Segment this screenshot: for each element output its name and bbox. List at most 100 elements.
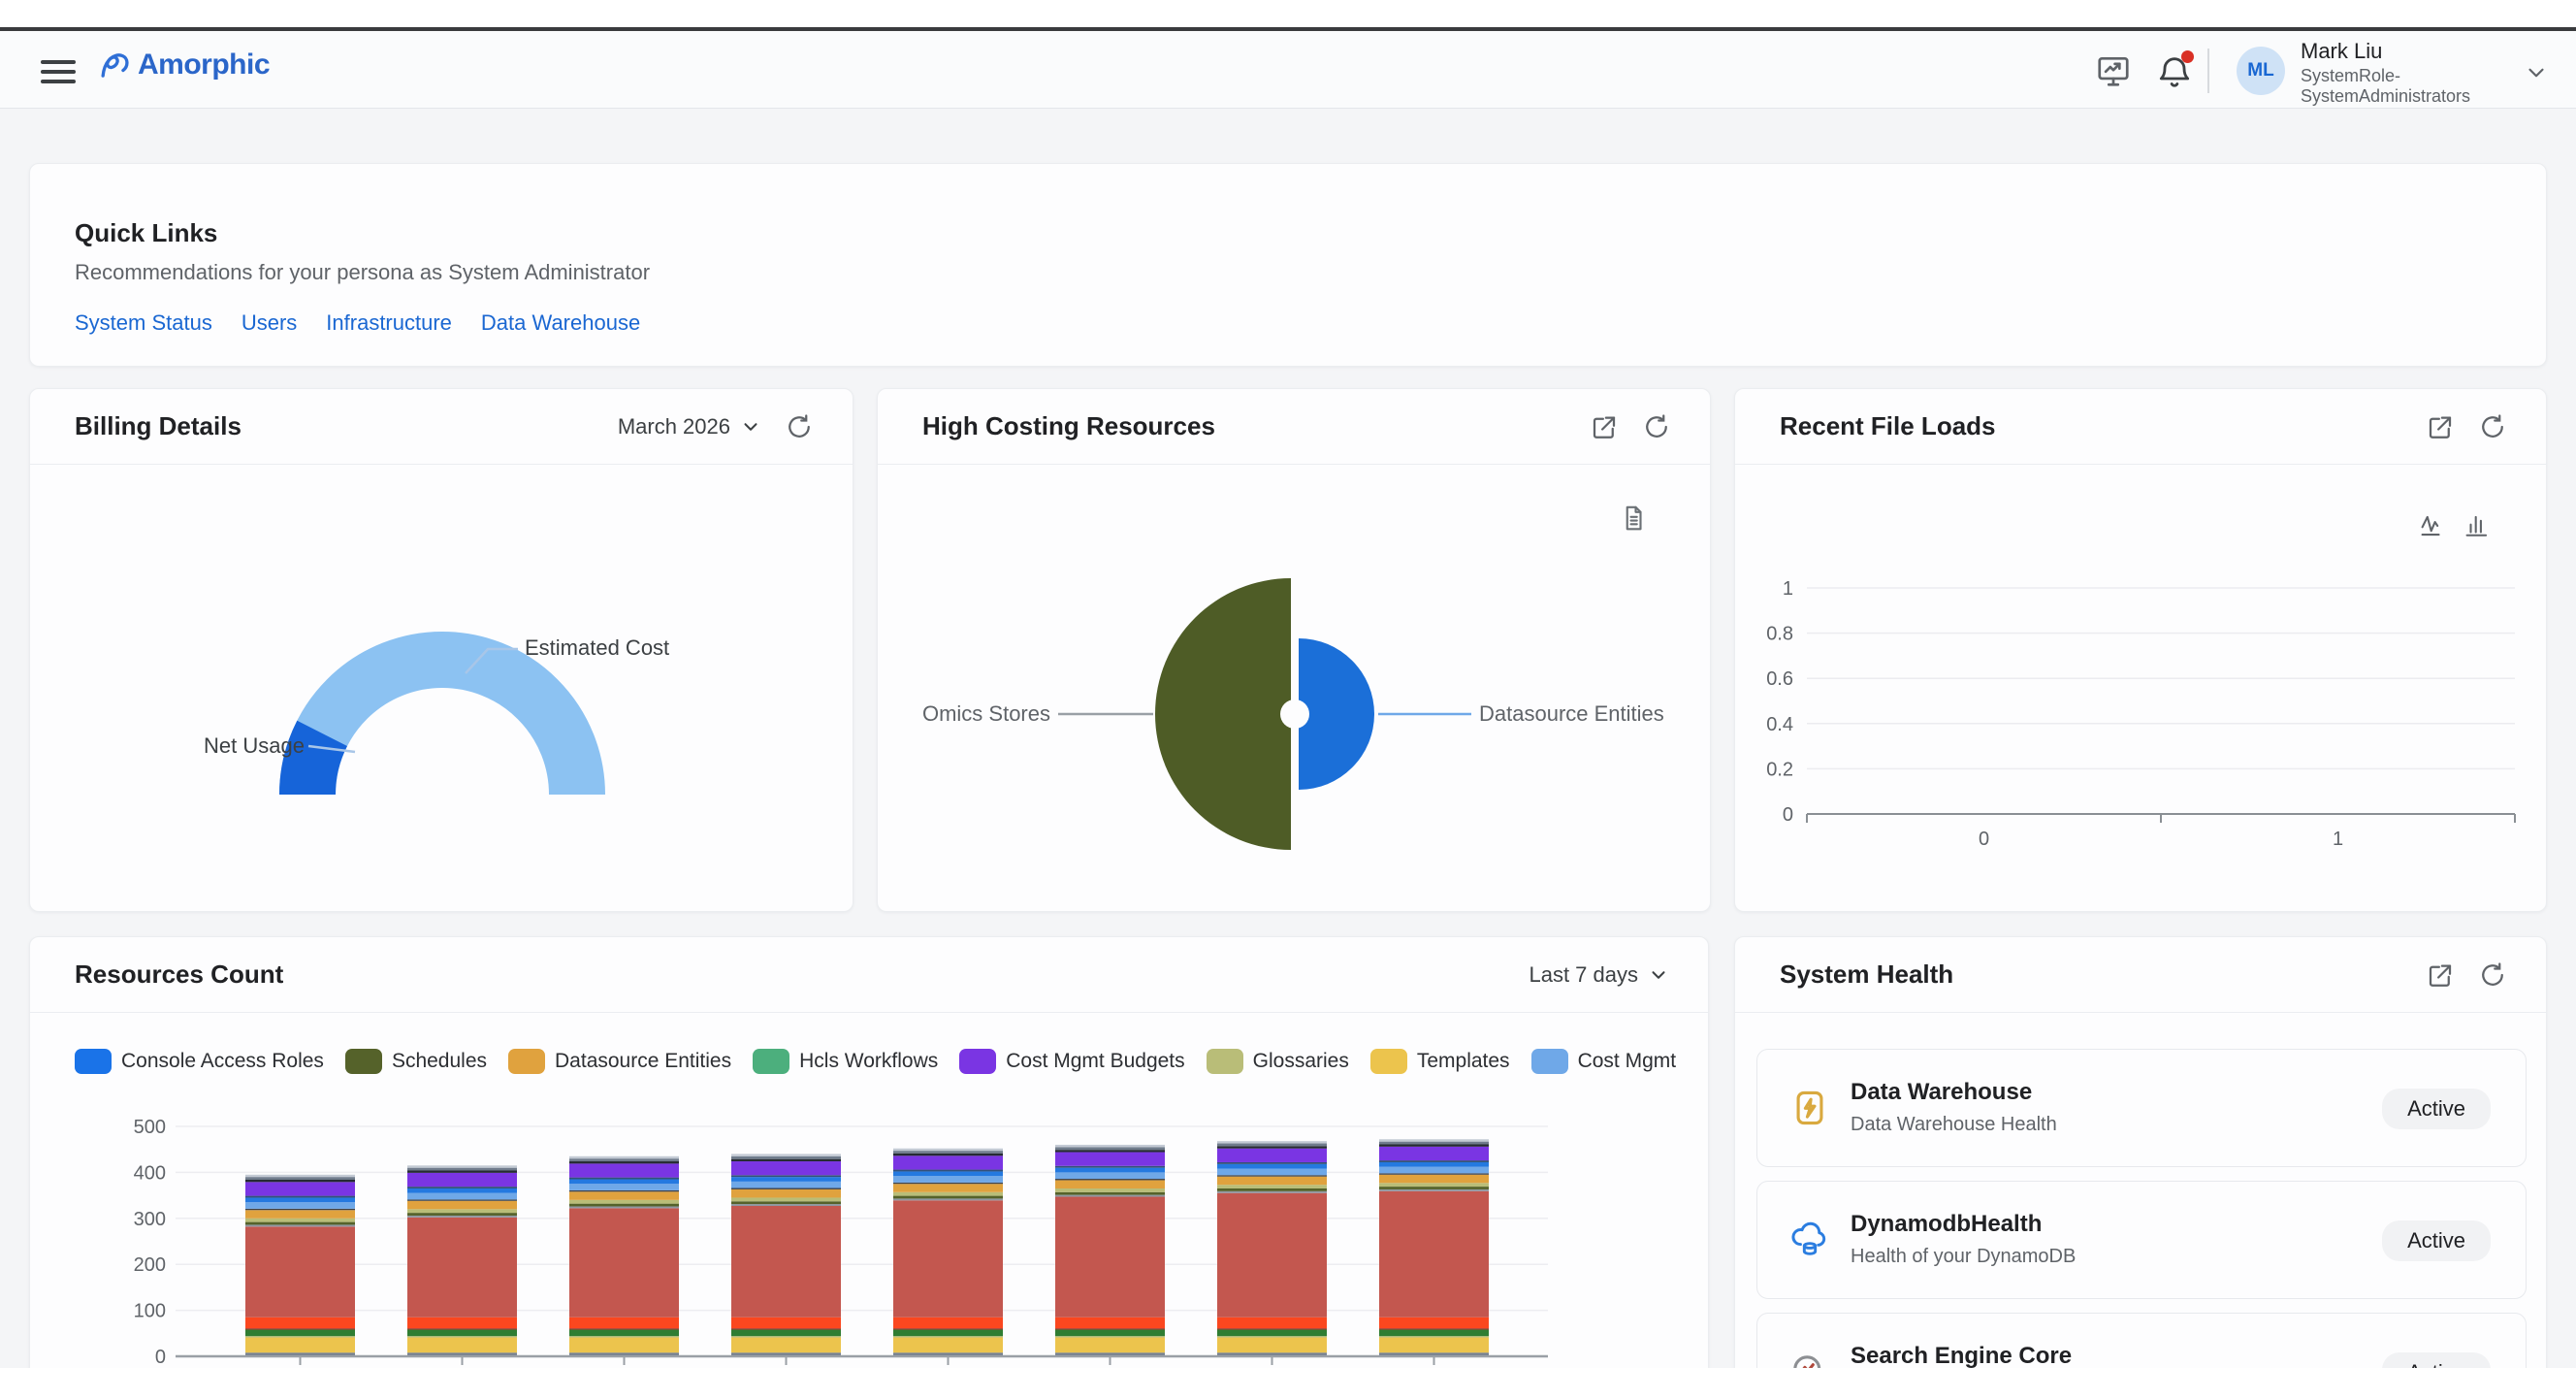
legend-swatch — [345, 1049, 382, 1074]
resources-range-dropdown[interactable]: Last 7 days — [1529, 962, 1669, 988]
metrics-monitor-icon[interactable] — [2095, 52, 2132, 89]
bar-segment — [1055, 1166, 1165, 1168]
legend-item-templates[interactable]: Templates — [1370, 1049, 1510, 1074]
bar-segment — [569, 1163, 679, 1177]
bar-segment — [731, 1197, 841, 1201]
legend-item-glossaries[interactable]: Glossaries — [1207, 1049, 1349, 1074]
bar-segment — [407, 1193, 517, 1200]
recent-files-refresh-icon[interactable] — [2478, 412, 2507, 441]
legend-item-console-access-roles[interactable]: Console Access Roles — [75, 1049, 324, 1074]
notifications-bell-icon[interactable] — [2155, 52, 2194, 91]
bar-segment — [245, 1175, 355, 1177]
bar-segment — [893, 1196, 1003, 1199]
high-costing-open-icon[interactable] — [1590, 412, 1619, 441]
legend-item-schedules[interactable]: Schedules — [345, 1049, 487, 1074]
legend-item-cost-mgmt-budgets[interactable]: Cost Mgmt Budgets — [959, 1049, 1184, 1074]
bar-segment — [731, 1189, 841, 1198]
bar-segment — [1217, 1188, 1327, 1191]
bar-segment — [1217, 1336, 1327, 1337]
stacked-bar[interactable] — [245, 1175, 355, 1356]
user-role-line2: SystemAdministrators — [2301, 86, 2504, 107]
bar-segment — [569, 1330, 679, 1337]
bar-segment — [569, 1161, 679, 1163]
legend-label: Hcls Workflows — [799, 1050, 938, 1073]
bar-segment — [569, 1208, 679, 1317]
stacked-bar[interactable] — [569, 1156, 679, 1356]
hamburger-menu-icon[interactable] — [41, 54, 78, 85]
recent-file-loads-chart: 00.20.40.60.8101 — [1735, 465, 2548, 911]
legend-item-hcls-workflows[interactable]: Hcls Workflows — [753, 1049, 938, 1074]
stacked-bar[interactable] — [731, 1154, 841, 1356]
stacked-bar[interactable] — [407, 1165, 517, 1356]
bar-segment — [893, 1192, 1003, 1196]
bar-segment — [1379, 1338, 1489, 1353]
bar-segment — [569, 1204, 679, 1207]
bar-segment — [1055, 1195, 1165, 1197]
bar-segment — [245, 1219, 355, 1222]
gauge-estimated-cost-arc — [307, 660, 577, 795]
gauge-label-net-usage: Net Usage — [204, 733, 305, 758]
quick-link-system-status[interactable]: System Status — [75, 310, 212, 336]
quick-link-users[interactable]: Users — [242, 310, 297, 336]
high-costing-refresh-icon[interactable] — [1642, 412, 1671, 441]
bar-segment — [731, 1206, 841, 1318]
stacked-bar[interactable] — [1217, 1141, 1327, 1356]
recent-files-panel-title: Recent File Loads — [1780, 411, 1996, 441]
y-tick-label: 0 — [1783, 804, 1793, 826]
bar-segment — [245, 1224, 355, 1226]
amorphic-logo[interactable]: Amorphic — [99, 49, 270, 81]
legend-swatch — [508, 1049, 545, 1074]
health-card-data-warehouse[interactable]: Data WarehouseData Warehouse HealthActiv… — [1756, 1049, 2527, 1167]
bar-segment — [1379, 1191, 1489, 1318]
billing-period-dropdown[interactable]: March 2026 — [618, 414, 761, 439]
bar-segment — [731, 1201, 841, 1204]
bar-segment — [893, 1328, 1003, 1329]
quick-link-data-warehouse[interactable]: Data Warehouse — [481, 310, 640, 336]
health-service-name: DynamodbHealth — [1851, 1211, 2042, 1238]
chevron-down-icon[interactable] — [2524, 60, 2549, 90]
stacked-bar[interactable] — [893, 1149, 1003, 1356]
quick-links-card: Quick Links Recommendations for your per… — [29, 163, 2547, 367]
pie-slice-datasource-entities[interactable] — [1299, 638, 1374, 790]
bar-segment — [569, 1338, 679, 1353]
bar-segment — [1379, 1167, 1489, 1174]
bar-segment — [1055, 1192, 1165, 1195]
health-card-search-engine-core[interactable]: Search Engine CoreHealth of OpenSearchAc… — [1756, 1313, 2527, 1368]
x-tick-label: 0 — [1979, 829, 1989, 850]
bar-segment — [245, 1328, 355, 1329]
bar-segment — [245, 1177, 355, 1180]
billing-refresh-icon[interactable] — [785, 412, 814, 441]
health-card-dynamodbhealth[interactable]: DynamodbHealthHealth of your DynamoDBAct… — [1756, 1181, 2527, 1299]
pie-center-hole — [1280, 700, 1309, 729]
pie-slice-omics-stores[interactable] — [1155, 578, 1291, 850]
bar-segment — [1217, 1164, 1327, 1169]
recent-files-open-icon[interactable] — [2426, 412, 2455, 441]
bar-segment — [1055, 1318, 1165, 1328]
health-service-name: Data Warehouse — [1851, 1079, 2032, 1106]
resources-range-value: Last 7 days — [1529, 962, 1638, 988]
user-menu[interactable]: Mark Liu SystemRole- SystemAdministrator… — [2301, 39, 2504, 107]
system-health-refresh-icon[interactable] — [2478, 960, 2507, 990]
bar-segment — [1217, 1328, 1327, 1329]
bar-segment — [407, 1213, 517, 1216]
quick-link-infrastructure[interactable]: Infrastructure — [326, 310, 452, 336]
system-health-open-icon[interactable] — [2426, 960, 2455, 990]
resources-panel-header: Resources Count Last 7 days — [30, 937, 1708, 1013]
resources-panel-title: Resources Count — [75, 960, 283, 990]
legend-item-datasource-entities[interactable]: Datasource Entities — [508, 1049, 731, 1074]
bar-segment — [893, 1183, 1003, 1184]
bar-segment — [1217, 1162, 1327, 1164]
bar-segment — [893, 1149, 1003, 1151]
bar-segment — [1055, 1188, 1165, 1192]
stacked-bar[interactable] — [1379, 1139, 1489, 1356]
avatar[interactable]: ML — [2237, 47, 2285, 95]
legend-item-cost-mgmt-tags[interactable]: Cost Mgmt Tags — [1531, 1049, 1679, 1074]
system-health-panel-title: System Health — [1780, 960, 1953, 990]
bar-segment — [407, 1165, 517, 1167]
legend-label: Cost Mgmt Budgets — [1006, 1050, 1184, 1073]
y-tick-label: 0.2 — [1766, 759, 1793, 780]
chevron-down-icon — [1648, 964, 1669, 986]
stacked-bar[interactable] — [1055, 1145, 1165, 1356]
bar-segment — [1055, 1328, 1165, 1329]
y-tick-label: 300 — [134, 1209, 166, 1230]
